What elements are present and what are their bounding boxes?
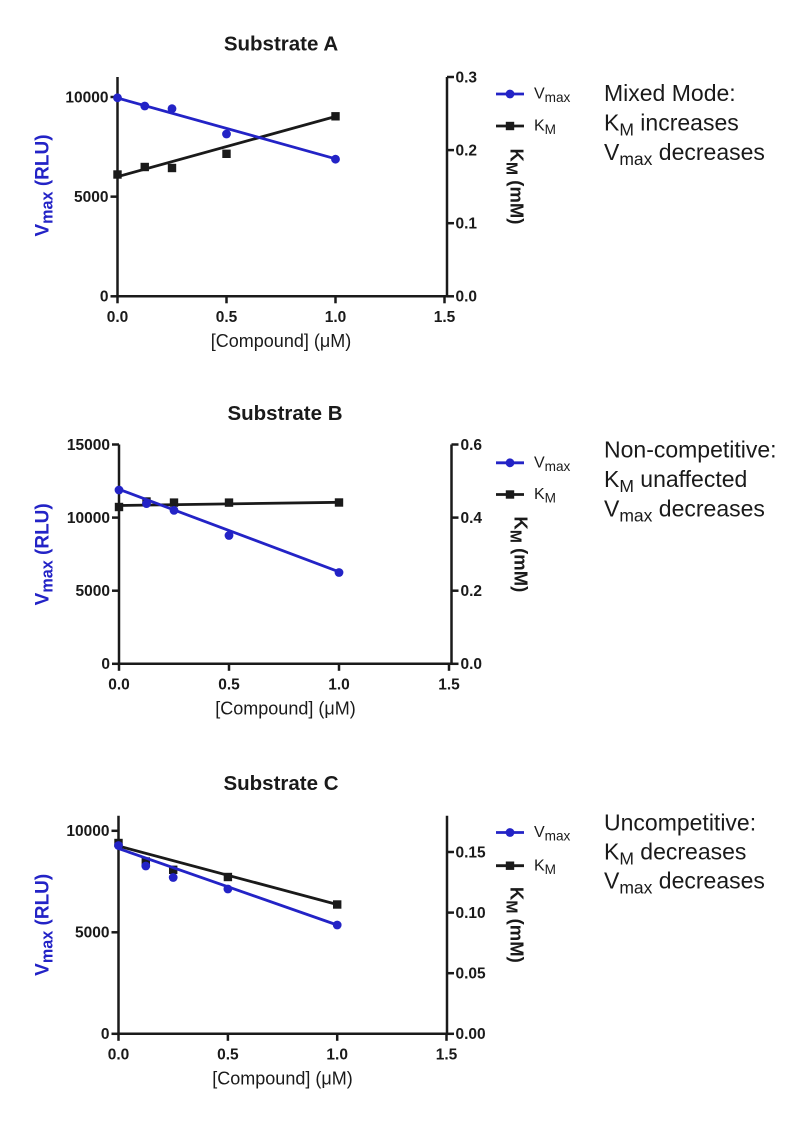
svg-text:Vmax​ decreases: Vmax​ decreases bbox=[604, 496, 765, 526]
svg-text:1.0: 1.0 bbox=[326, 1046, 348, 1063]
svg-text:0.2: 0.2 bbox=[456, 143, 478, 160]
svg-text:KM​: KM​ bbox=[534, 486, 556, 506]
svg-text:Vmax​ decreases: Vmax​ decreases bbox=[604, 868, 765, 898]
svg-text:KM​ increases: KM​ increases bbox=[604, 110, 739, 140]
svg-text:KM​ unaffected: KM​ unaffected bbox=[604, 466, 747, 496]
svg-text:KM​ decreases: KM​ decreases bbox=[604, 839, 746, 869]
svg-text:Vmax​: Vmax​ bbox=[534, 86, 571, 106]
svg-text:KM​: KM​ bbox=[534, 118, 556, 138]
svg-text:0.0: 0.0 bbox=[108, 1046, 130, 1063]
svg-text:0.2: 0.2 bbox=[461, 583, 483, 600]
svg-text:0.1: 0.1 bbox=[456, 216, 478, 233]
svg-text:0.0: 0.0 bbox=[108, 676, 130, 693]
svg-text:KM​ (mM): KM​ (mM) bbox=[507, 516, 532, 592]
svg-text:Vmax​ (RLU): Vmax​ (RLU) bbox=[33, 874, 57, 976]
svg-text:Substrate C: Substrate C bbox=[223, 772, 338, 795]
svg-text:0.4: 0.4 bbox=[461, 510, 483, 527]
svg-text:KM​: KM​ bbox=[534, 857, 556, 877]
svg-text:10000: 10000 bbox=[66, 823, 109, 840]
svg-text:0.05: 0.05 bbox=[456, 966, 487, 983]
svg-text:15000: 15000 bbox=[67, 437, 110, 454]
svg-text:Uncompetitive:: Uncompetitive: bbox=[604, 810, 756, 836]
svg-text:0.5: 0.5 bbox=[218, 676, 240, 693]
svg-text:5000: 5000 bbox=[74, 189, 108, 206]
svg-text:Vmax​: Vmax​ bbox=[534, 824, 571, 844]
svg-text:0.3: 0.3 bbox=[456, 69, 478, 86]
svg-text:0.6: 0.6 bbox=[461, 437, 483, 454]
svg-text:Vmax​ (RLU): Vmax​ (RLU) bbox=[33, 134, 57, 236]
svg-text:Vmax​ decreases: Vmax​ decreases bbox=[604, 139, 765, 169]
svg-text:KM​ (mM): KM​ (mM) bbox=[503, 149, 528, 225]
svg-text:0.5: 0.5 bbox=[217, 1046, 239, 1063]
svg-text:Non-competitive:: Non-competitive: bbox=[604, 437, 777, 463]
svg-text:KM​ (mM): KM​ (mM) bbox=[503, 887, 528, 963]
svg-text:Substrate A: Substrate A bbox=[224, 33, 338, 56]
svg-text:Vmax​: Vmax​ bbox=[534, 454, 571, 474]
svg-text:0: 0 bbox=[100, 289, 109, 306]
svg-text:0.15: 0.15 bbox=[456, 844, 487, 861]
svg-text:[Compound] (μM): [Compound] (μM) bbox=[215, 699, 355, 719]
svg-text:Vmax​ (RLU): Vmax​ (RLU) bbox=[33, 503, 57, 605]
svg-text:1.0: 1.0 bbox=[325, 309, 347, 326]
svg-text:0: 0 bbox=[101, 1026, 110, 1043]
svg-text:1.5: 1.5 bbox=[434, 309, 456, 326]
svg-text:0.0: 0.0 bbox=[456, 289, 478, 306]
svg-text:[Compound] (μM): [Compound] (μM) bbox=[212, 1069, 352, 1089]
svg-text:5000: 5000 bbox=[76, 583, 110, 600]
svg-text:10000: 10000 bbox=[65, 89, 108, 106]
svg-text:0.00: 0.00 bbox=[456, 1026, 486, 1043]
svg-text:0: 0 bbox=[101, 656, 110, 673]
svg-text:1.5: 1.5 bbox=[436, 1046, 458, 1063]
svg-text:[Compound] (μM): [Compound] (μM) bbox=[211, 331, 351, 351]
svg-text:0.0: 0.0 bbox=[461, 656, 483, 673]
svg-text:0.10: 0.10 bbox=[456, 905, 486, 922]
svg-text:0.0: 0.0 bbox=[107, 309, 129, 326]
svg-text:1.5: 1.5 bbox=[438, 676, 460, 693]
svg-text:5000: 5000 bbox=[75, 925, 109, 942]
svg-text:10000: 10000 bbox=[67, 510, 110, 527]
svg-text:Mixed Mode:: Mixed Mode: bbox=[604, 80, 736, 106]
svg-text:0.5: 0.5 bbox=[216, 309, 238, 326]
svg-text:Substrate B: Substrate B bbox=[227, 402, 342, 425]
svg-text:1.0: 1.0 bbox=[328, 676, 350, 693]
